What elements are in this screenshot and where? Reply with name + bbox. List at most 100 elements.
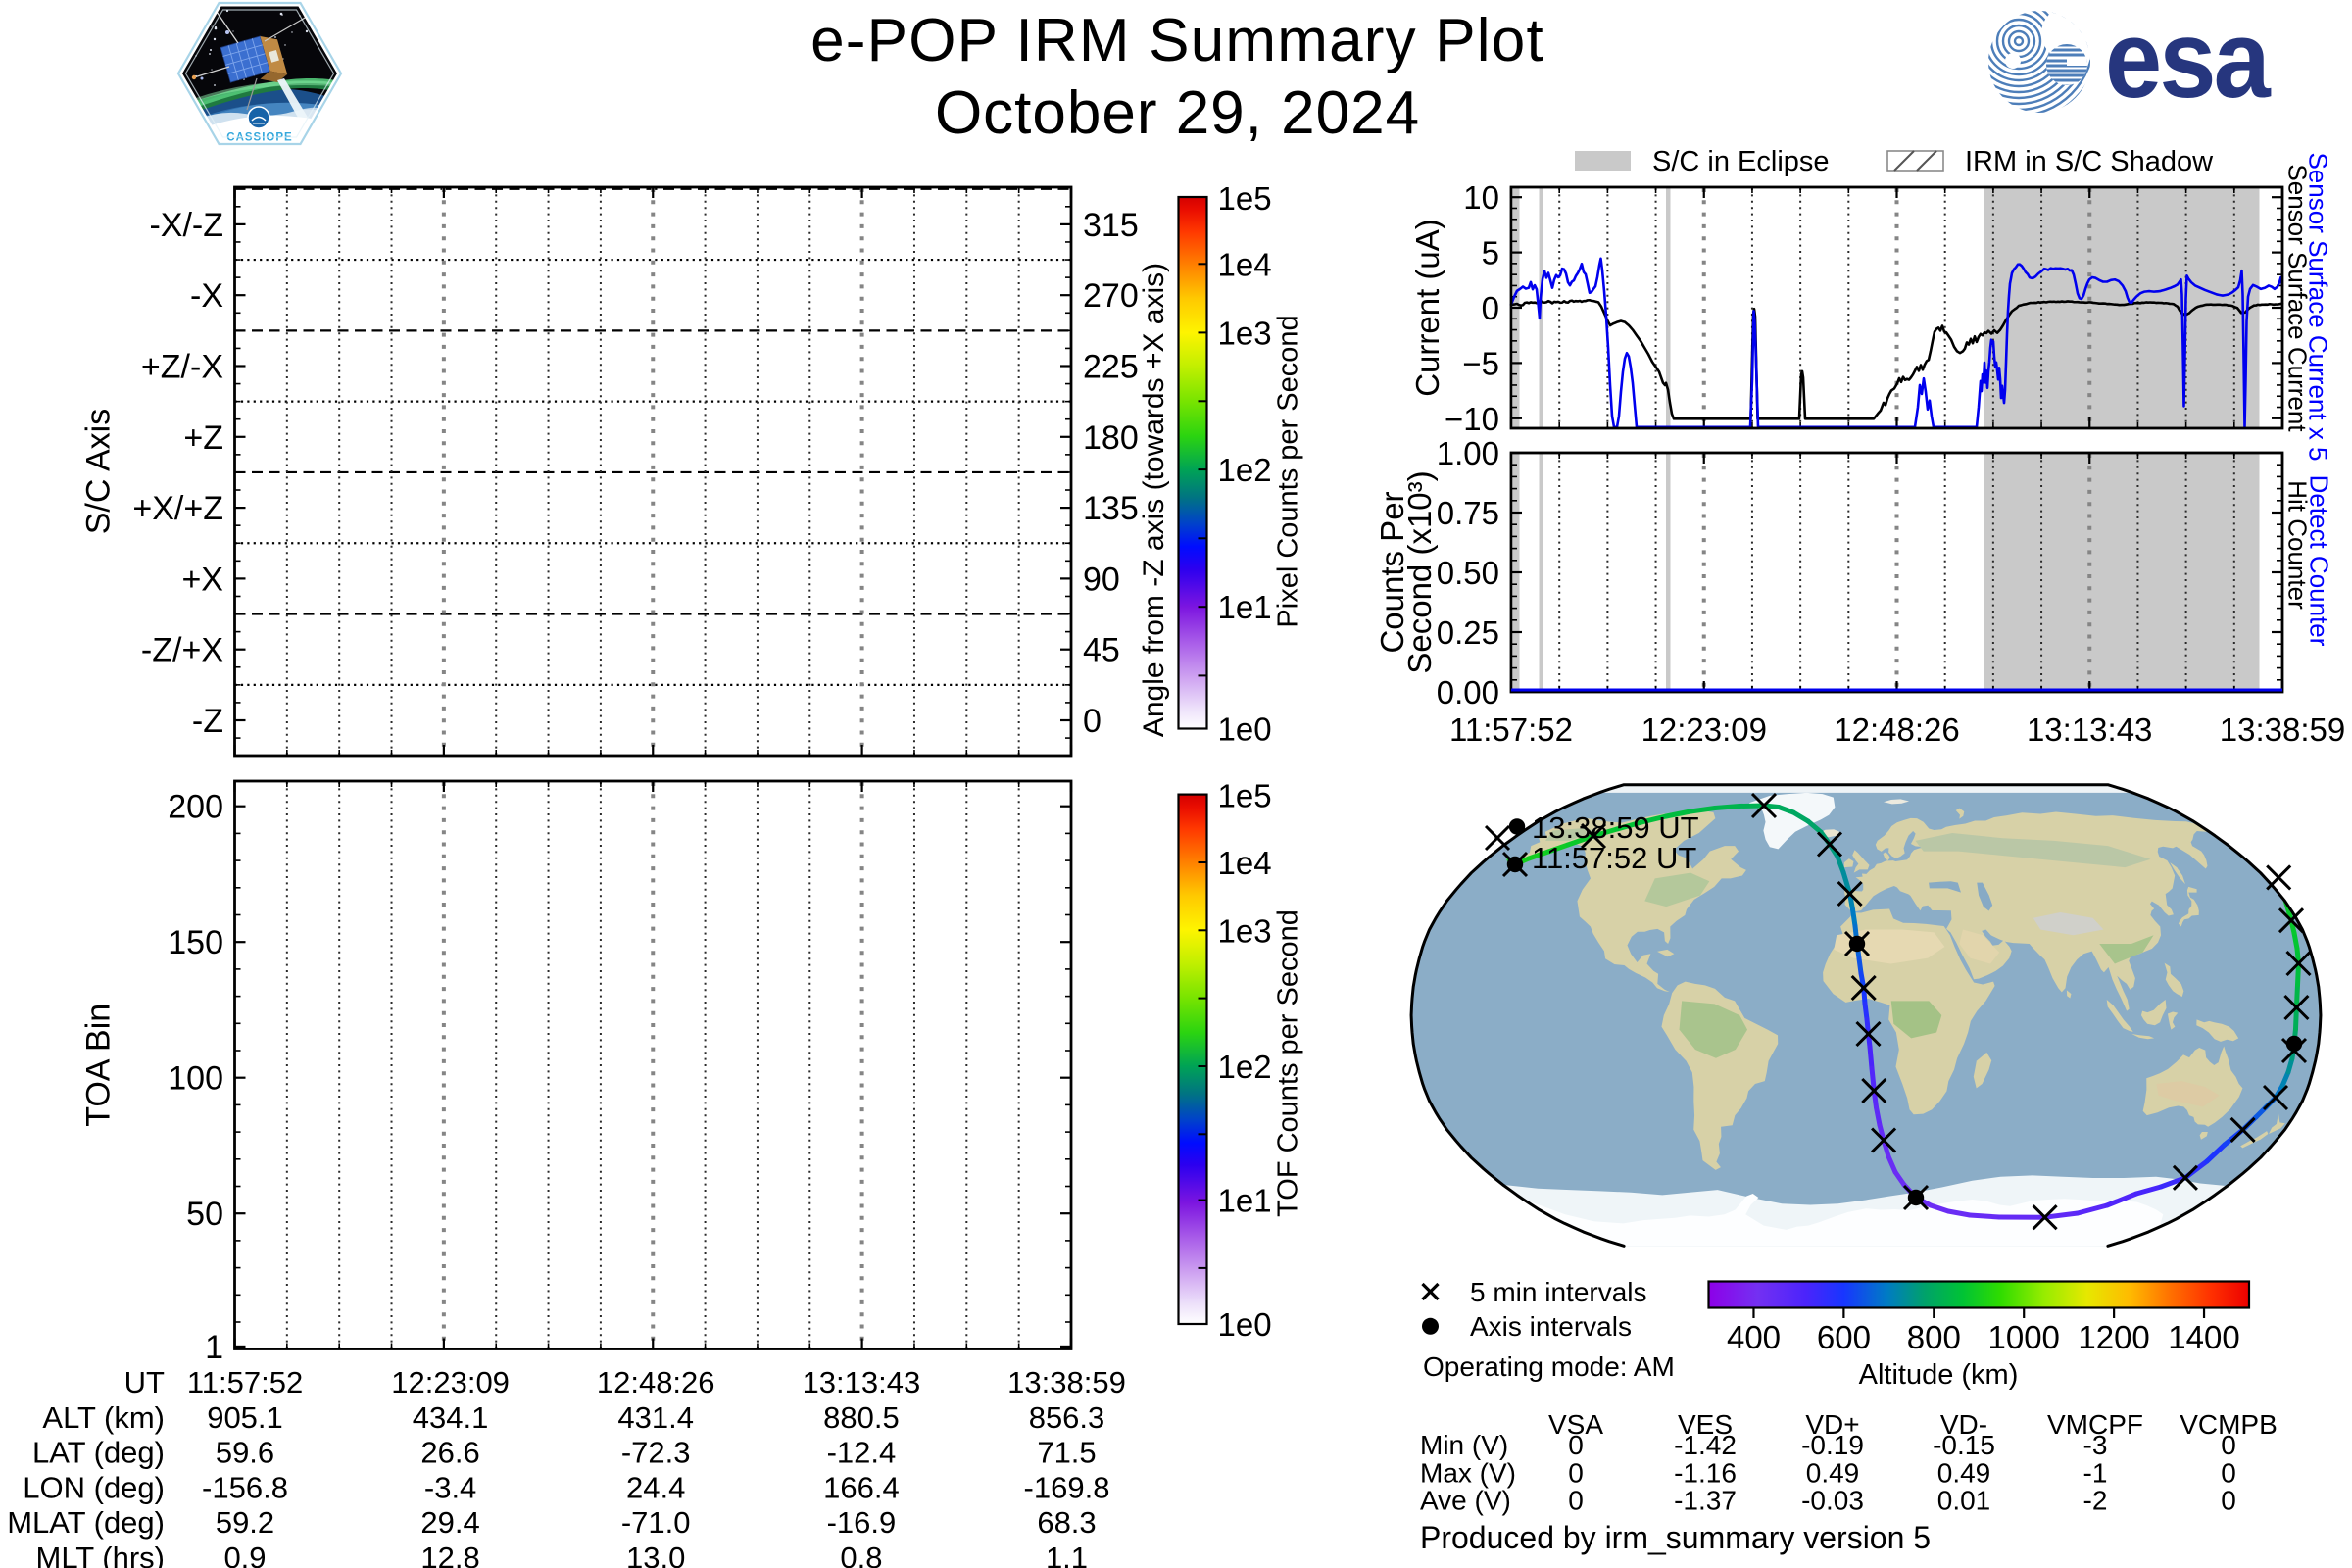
svg-text:11:57:52: 11:57:52 bbox=[187, 1365, 303, 1399]
svg-text:Produced by irm_summary versio: Produced by irm_summary version 5 bbox=[1420, 1520, 1931, 1555]
svg-text:13.0: 13.0 bbox=[626, 1541, 685, 1568]
svg-text:VMCPF: VMCPF bbox=[2047, 1409, 2143, 1440]
svg-text:100: 100 bbox=[168, 1060, 223, 1098]
svg-text:Detect Counter: Detect Counter bbox=[2305, 475, 2334, 647]
svg-text:Pixel Counts per Second: Pixel Counts per Second bbox=[1273, 315, 1304, 627]
svg-text:13:38:59 UT: 13:38:59 UT bbox=[1532, 810, 1699, 845]
svg-text:1e4: 1e4 bbox=[1218, 845, 1272, 881]
svg-text:Axis intervals: Axis intervals bbox=[1470, 1311, 1632, 1342]
svg-text:1e5: 1e5 bbox=[1218, 180, 1272, 217]
svg-text:MLT (hrs): MLT (hrs) bbox=[36, 1541, 165, 1568]
svg-text:MLAT (deg): MLAT (deg) bbox=[7, 1505, 165, 1540]
svg-text:VSA: VSA bbox=[1548, 1409, 1603, 1440]
svg-text:0.75: 0.75 bbox=[1437, 495, 1499, 531]
svg-text:-0.03: -0.03 bbox=[1801, 1486, 1864, 1516]
svg-text:Current (uA): Current (uA) bbox=[1409, 219, 1446, 397]
svg-text:-1.16: -1.16 bbox=[1674, 1457, 1737, 1488]
svg-text:431.4: 431.4 bbox=[617, 1400, 694, 1435]
svg-text:400: 400 bbox=[1727, 1319, 1781, 1355]
svg-text:-3: -3 bbox=[2083, 1430, 2108, 1460]
svg-text:1200: 1200 bbox=[2078, 1319, 2149, 1355]
svg-text:-1.37: -1.37 bbox=[1674, 1486, 1737, 1516]
svg-text:0.01: 0.01 bbox=[1937, 1486, 1991, 1516]
svg-text:68.3: 68.3 bbox=[1037, 1505, 1096, 1540]
svg-text:45: 45 bbox=[1083, 632, 1120, 669]
svg-text:S/C Axis: S/C Axis bbox=[80, 409, 118, 534]
svg-text:−5: −5 bbox=[1462, 345, 1499, 381]
svg-text:270: 270 bbox=[1083, 277, 1139, 315]
svg-text:+Z: +Z bbox=[183, 419, 223, 457]
svg-text:e-POP IRM Summary Plot: e-POP IRM Summary Plot bbox=[810, 7, 1544, 74]
svg-text:VCMPB: VCMPB bbox=[2180, 1409, 2278, 1440]
svg-text:180: 180 bbox=[1083, 419, 1139, 457]
svg-text:856.3: 856.3 bbox=[1029, 1400, 1105, 1435]
svg-text:0.49: 0.49 bbox=[1937, 1457, 1991, 1488]
svg-text:-X/-Z: -X/-Z bbox=[149, 207, 223, 244]
svg-text:434.1: 434.1 bbox=[413, 1400, 489, 1435]
svg-text:1e2: 1e2 bbox=[1218, 1049, 1272, 1085]
svg-text:26.6: 26.6 bbox=[420, 1436, 479, 1470]
svg-text:5: 5 bbox=[1482, 235, 1499, 271]
svg-text:-Z/+X: -Z/+X bbox=[141, 632, 223, 669]
svg-text:12:48:26: 12:48:26 bbox=[597, 1365, 715, 1399]
svg-text:-Z: -Z bbox=[192, 703, 223, 740]
svg-text:11:57:52 UT: 11:57:52 UT bbox=[1532, 841, 1696, 875]
svg-text:UT: UT bbox=[124, 1365, 165, 1399]
svg-text:1e3: 1e3 bbox=[1218, 315, 1272, 351]
svg-text:11:57:52: 11:57:52 bbox=[1449, 711, 1573, 748]
svg-text:200: 200 bbox=[168, 789, 223, 826]
svg-text:13:13:43: 13:13:43 bbox=[2027, 711, 2152, 748]
svg-text:-71.0: -71.0 bbox=[621, 1505, 691, 1540]
svg-text:59.2: 59.2 bbox=[216, 1505, 274, 1540]
svg-text:0: 0 bbox=[1568, 1430, 1584, 1460]
svg-text:1e1: 1e1 bbox=[1218, 589, 1272, 625]
svg-text:13:13:43: 13:13:43 bbox=[803, 1365, 921, 1399]
svg-text:+X/+Z: +X/+Z bbox=[132, 490, 223, 527]
svg-text:esa: esa bbox=[2105, 0, 2271, 121]
svg-text:LAT (deg): LAT (deg) bbox=[32, 1436, 165, 1470]
svg-text:-3.4: -3.4 bbox=[424, 1470, 476, 1504]
svg-text:Ave (V): Ave (V) bbox=[1420, 1486, 1511, 1516]
svg-text:10: 10 bbox=[1463, 179, 1499, 216]
svg-text:29.4: 29.4 bbox=[420, 1505, 479, 1540]
svg-text:+Z/-X: +Z/-X bbox=[141, 349, 223, 386]
svg-text:0.50: 0.50 bbox=[1437, 555, 1499, 591]
svg-text:Hit Counter: Hit Counter bbox=[2283, 480, 2313, 610]
svg-text:0.25: 0.25 bbox=[1437, 614, 1499, 651]
svg-text:−10: −10 bbox=[1445, 401, 1499, 437]
svg-text:166.4: 166.4 bbox=[823, 1470, 900, 1504]
svg-text:IRM in S/C Shadow: IRM in S/C Shadow bbox=[1965, 146, 2214, 177]
svg-text:LON (deg): LON (deg) bbox=[23, 1470, 165, 1504]
svg-text:S/C in Eclipse: S/C in Eclipse bbox=[1652, 146, 1830, 177]
svg-text:13:38:59: 13:38:59 bbox=[2220, 711, 2345, 748]
svg-text:1.1: 1.1 bbox=[1046, 1541, 1088, 1568]
svg-text:VD-: VD- bbox=[1940, 1409, 1987, 1440]
svg-text:October 29, 2024: October 29, 2024 bbox=[935, 79, 1420, 147]
svg-text:71.5: 71.5 bbox=[1037, 1436, 1096, 1470]
svg-text:-16.9: -16.9 bbox=[827, 1505, 897, 1540]
svg-text:0.9: 0.9 bbox=[223, 1541, 266, 1568]
svg-text:+X: +X bbox=[181, 561, 223, 598]
svg-text:24.4: 24.4 bbox=[626, 1470, 685, 1504]
svg-text:-169.8: -169.8 bbox=[1024, 1470, 1110, 1504]
svg-text:1e0: 1e0 bbox=[1218, 711, 1272, 748]
svg-text:-156.8: -156.8 bbox=[202, 1470, 288, 1504]
svg-text:0: 0 bbox=[1083, 703, 1102, 740]
svg-text:0: 0 bbox=[2221, 1457, 2236, 1488]
svg-text:905.1: 905.1 bbox=[207, 1400, 283, 1435]
svg-text:1e2: 1e2 bbox=[1218, 452, 1272, 488]
svg-text:-12.4: -12.4 bbox=[827, 1436, 897, 1470]
svg-text:1e4: 1e4 bbox=[1218, 246, 1272, 282]
svg-text:VES: VES bbox=[1678, 1409, 1733, 1440]
svg-text:1000: 1000 bbox=[1987, 1319, 2059, 1355]
svg-text:-0.19: -0.19 bbox=[1801, 1430, 1864, 1460]
svg-text:50: 50 bbox=[186, 1196, 223, 1233]
svg-text:VD+: VD+ bbox=[1805, 1409, 1859, 1440]
svg-text:-X: -X bbox=[190, 277, 223, 315]
svg-text:1e5: 1e5 bbox=[1218, 778, 1272, 814]
svg-text:-1.42: -1.42 bbox=[1674, 1430, 1737, 1460]
svg-text:0.00: 0.00 bbox=[1437, 674, 1499, 710]
svg-text:Altitude (km): Altitude (km) bbox=[1859, 1359, 2019, 1391]
svg-text:Max (V): Max (V) bbox=[1420, 1457, 1516, 1488]
svg-text:1400: 1400 bbox=[2168, 1319, 2239, 1355]
